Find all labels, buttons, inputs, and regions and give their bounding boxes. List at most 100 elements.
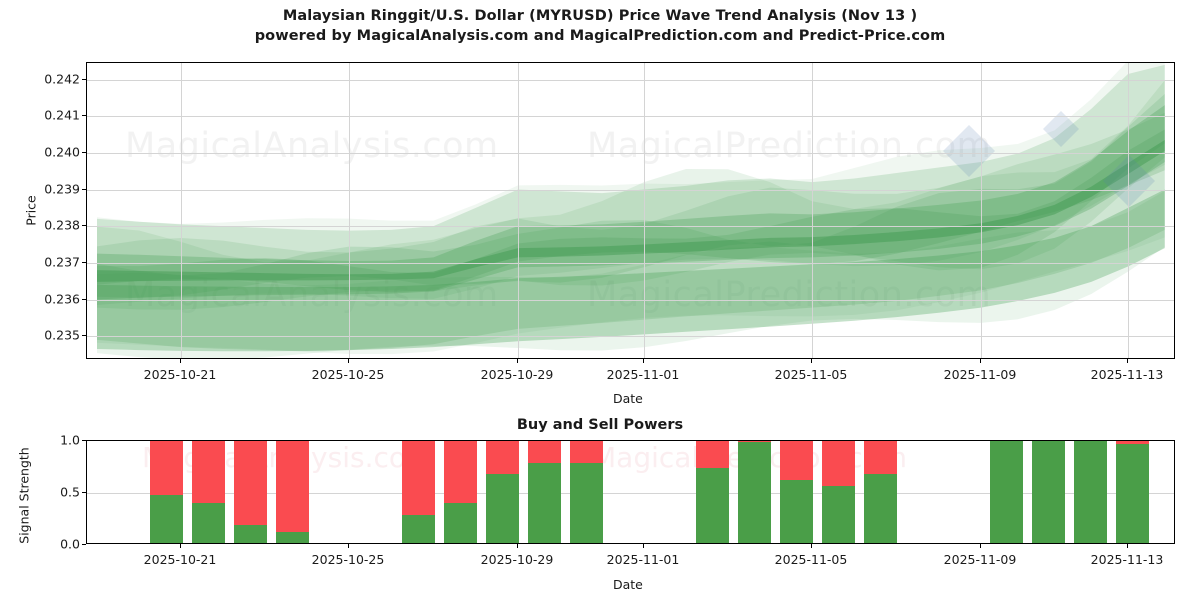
bar-segment-buy (1116, 444, 1149, 543)
x-tick-mark (643, 544, 644, 548)
bar-segment-sell (780, 441, 813, 480)
gridline-horizontal (87, 299, 1174, 301)
wave-band (97, 105, 1165, 300)
x-tick-label: 2025-10-25 (311, 552, 385, 567)
gridline-horizontal (87, 116, 1174, 118)
wave-band-layer (97, 191, 1165, 358)
x-tick-mark (980, 544, 981, 548)
bar-stack[interactable] (486, 441, 519, 543)
bar-segment-sell (402, 441, 435, 515)
wave-band (97, 189, 1165, 352)
bar-stack[interactable] (150, 441, 183, 543)
bar-stack[interactable] (864, 441, 897, 543)
bar-segment-buy (696, 468, 729, 543)
bar-stack[interactable] (402, 441, 435, 543)
wave-band-layer (97, 93, 1165, 298)
y-tick-label: 0.235 (44, 327, 80, 343)
x-tick-label: 2025-11-05 (774, 552, 848, 567)
bar-stack[interactable] (570, 441, 603, 543)
y-tick-mark (82, 151, 86, 153)
bar-stack[interactable] (780, 441, 813, 543)
bar-segment-buy (234, 525, 267, 543)
x-tick-label: 2025-11-09 (943, 367, 1017, 382)
bar-segment-sell (486, 441, 519, 475)
x-tick-label: 2025-11-01 (606, 367, 680, 382)
x-tick-label: 2025-10-21 (143, 552, 217, 567)
bar-segment-buy (1032, 441, 1065, 543)
y-tick-mark (82, 544, 86, 545)
y-tick-label: 0.239 (44, 181, 80, 196)
x-tick-label: 2025-10-25 (311, 367, 385, 382)
bar-segment-buy (780, 479, 813, 543)
wave-band (97, 140, 1165, 282)
wave-band-layer (97, 63, 1165, 355)
wave-band-layer (97, 80, 1165, 305)
bar-segment-buy (528, 462, 561, 543)
y-tick-label: 0.242 (44, 71, 80, 86)
bar-stack[interactable] (738, 441, 771, 543)
buy-sell-powers-plot-area: MagicalAnalysis.com MagicalPrediction.co… (86, 440, 1175, 544)
x-tick-mark (517, 544, 518, 548)
x-tick-mark (180, 544, 181, 548)
bar-stack[interactable] (444, 441, 477, 543)
x-tick-mark (1127, 544, 1128, 548)
bar-stack[interactable] (1032, 441, 1065, 543)
y-tick-label: 0.238 (44, 217, 80, 233)
x-tick-label: 2025-11-09 (943, 552, 1017, 567)
bar-stack[interactable] (1074, 441, 1107, 543)
bar-stack[interactable] (1116, 441, 1149, 543)
x-tick-label: 2025-10-29 (480, 552, 554, 567)
main-y-axis-label: Price (23, 195, 39, 226)
wave-band-accent (1103, 155, 1155, 207)
y-tick-mark (82, 78, 86, 80)
bar-stack[interactable] (276, 441, 309, 543)
bar-segment-sell (192, 441, 225, 504)
bar-stack[interactable] (528, 441, 561, 543)
bar-stack[interactable] (192, 441, 225, 543)
gridline-vertical (181, 63, 182, 358)
bar-segment-buy (276, 531, 309, 543)
x-tick-mark (348, 359, 349, 363)
gridline-vertical (1128, 63, 1129, 358)
bar-segment-sell (276, 441, 309, 532)
wave-band-accent (943, 125, 995, 177)
gridline-horizontal (87, 152, 1174, 154)
x-tick-label: 2025-11-05 (774, 367, 848, 382)
bar-stack[interactable] (234, 441, 267, 543)
bar-segment-buy (486, 474, 519, 543)
bar-segment-sell (570, 441, 603, 463)
y-tick-mark (82, 335, 86, 337)
bar-segment-sell (444, 441, 477, 504)
x-tick-mark (180, 359, 181, 363)
y-tick-label: 0.236 (44, 291, 80, 306)
bar-segment-sell (738, 441, 771, 443)
x-tick-mark (811, 359, 812, 363)
y-tick-mark (82, 225, 86, 227)
gridline-horizontal (87, 79, 1174, 81)
x-tick-mark (517, 359, 518, 363)
y-tick-label: 1.0 (60, 432, 80, 448)
main-x-axis-label: Date (613, 391, 643, 406)
subchart-title: Buy and Sell Powers (516, 417, 684, 433)
y-tick-label: 0.240 (44, 144, 80, 160)
x-tick-mark (643, 359, 644, 363)
gridline-horizontal (87, 189, 1174, 191)
bar-segment-buy (864, 474, 897, 543)
bar-segment-buy (402, 514, 435, 543)
x-tick-label: 2025-10-29 (480, 367, 554, 382)
x-tick-mark (348, 544, 349, 548)
price-wave-bands (97, 63, 1165, 358)
x-tick-label: 2025-11-01 (606, 552, 680, 567)
x-tick-label: 2025-11-13 (1090, 367, 1164, 382)
wave-band-layer (97, 129, 1165, 293)
y-tick-label: 0.237 (44, 254, 80, 270)
gridline-vertical (644, 63, 645, 358)
bar-stack[interactable] (822, 441, 855, 543)
gridline-vertical (349, 63, 350, 358)
y-tick-mark (82, 115, 86, 117)
bar-stack[interactable] (696, 441, 729, 543)
wave-band (97, 64, 1165, 351)
x-tick-mark (811, 544, 812, 548)
bar-stack[interactable] (990, 441, 1023, 543)
